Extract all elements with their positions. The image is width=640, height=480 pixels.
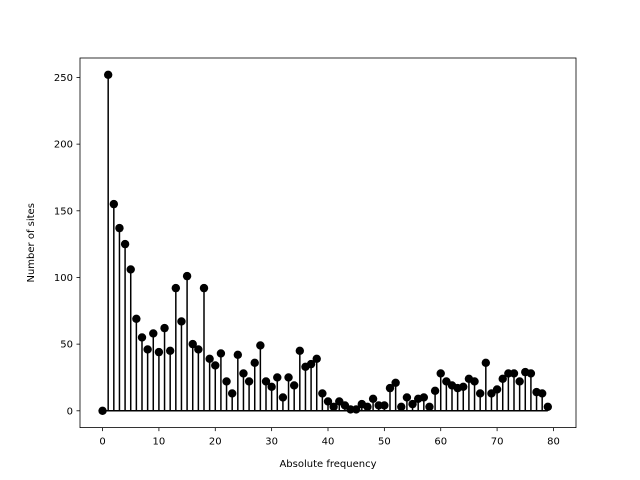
- stem-marker: [391, 378, 400, 387]
- y-tick-label: 150: [54, 206, 73, 217]
- stem-marker: [526, 369, 536, 378]
- stem-marker: [543, 402, 553, 411]
- stem-marker: [459, 382, 468, 391]
- stem-marker: [351, 405, 361, 414]
- y-axis-label: Number of sites: [26, 203, 37, 282]
- stem-markers: [98, 70, 553, 415]
- x-tick-label: 0: [99, 437, 105, 448]
- stem-marker: [425, 402, 434, 411]
- stem-marker: [470, 377, 479, 386]
- stem-marker: [363, 402, 372, 411]
- y-axis-ticks: 0 50 100 150 200 250: [54, 73, 80, 417]
- stem-marker: [385, 383, 395, 393]
- x-tick-label: 50: [378, 437, 391, 448]
- x-tick-label: 40: [322, 437, 335, 448]
- stem-marker: [397, 402, 406, 411]
- x-tick-label: 80: [547, 437, 560, 448]
- stem-marker: [284, 373, 293, 382]
- stem-marker: [295, 346, 305, 355]
- y-tick-label: 250: [54, 73, 73, 84]
- stem-marker: [380, 401, 389, 410]
- stem-marker: [475, 389, 485, 398]
- stem-marker: [120, 239, 130, 249]
- stem-marker: [402, 393, 412, 402]
- stem-marker: [222, 377, 231, 386]
- stem-marker: [312, 354, 321, 363]
- stem-marker: [368, 394, 378, 403]
- stem-marker: [132, 314, 141, 323]
- stem-marker: [182, 271, 192, 281]
- stem-marker: [126, 265, 135, 274]
- x-tick-label: 70: [491, 437, 504, 448]
- stem-marker: [115, 223, 124, 233]
- stem-marker: [481, 358, 491, 367]
- stem-marker: [227, 389, 237, 398]
- stem-marker: [250, 358, 259, 367]
- stem-marker: [408, 399, 417, 409]
- stem-marker: [233, 350, 243, 359]
- stem-marker: [436, 369, 445, 378]
- stem-marker: [143, 345, 152, 354]
- x-axis-ticks: 0 10 20 30 40 50 60 70 80: [99, 427, 560, 448]
- stem-marker: [273, 373, 282, 382]
- stem-marker: [267, 382, 276, 391]
- stem-marker: [498, 374, 507, 383]
- y-tick-label: 200: [54, 140, 73, 151]
- stem-marker: [492, 385, 502, 394]
- stem-marker: [537, 389, 547, 398]
- stem-marker: [171, 283, 181, 293]
- stem-marker: [509, 369, 519, 378]
- x-tick-label: 20: [209, 437, 222, 448]
- stem-marker: [154, 347, 164, 357]
- stem-marker: [244, 377, 254, 386]
- x-tick-label: 30: [265, 437, 278, 448]
- stem-marker: [289, 381, 299, 390]
- stem-marker: [239, 369, 248, 378]
- stem-marker: [419, 393, 429, 402]
- stem-marker: [205, 354, 214, 363]
- stem-marker: [98, 406, 107, 415]
- x-axis-label: Absolute frequency: [279, 459, 376, 470]
- stem-marker: [177, 317, 186, 326]
- stem-marker: [137, 333, 147, 342]
- stem-marker: [515, 377, 524, 386]
- stem-marker: [278, 393, 288, 402]
- stem-marker: [109, 199, 119, 209]
- stem-marker: [430, 386, 440, 395]
- y-tick-label: 0: [67, 406, 73, 417]
- y-tick-label: 100: [54, 273, 73, 284]
- stem-marker: [261, 377, 271, 386]
- x-tick-label: 60: [434, 437, 447, 448]
- stem-marker: [103, 70, 113, 80]
- stem-marker: [149, 329, 158, 338]
- stem-marker: [306, 359, 316, 369]
- stem-marker: [216, 349, 226, 358]
- stem-marker: [188, 339, 197, 349]
- stem-marker: [211, 361, 220, 370]
- stem-marker: [194, 345, 203, 354]
- y-tick-label: 50: [60, 340, 73, 351]
- x-tick-label: 10: [153, 437, 166, 448]
- stem-marker: [199, 283, 209, 293]
- stem-marker: [318, 389, 327, 398]
- stem-lines: [107, 74, 549, 411]
- stem-marker: [323, 397, 333, 406]
- stem-marker: [165, 346, 175, 355]
- stem-marker: [329, 402, 338, 411]
- stem-marker: [160, 323, 169, 333]
- stem-marker: [256, 341, 265, 350]
